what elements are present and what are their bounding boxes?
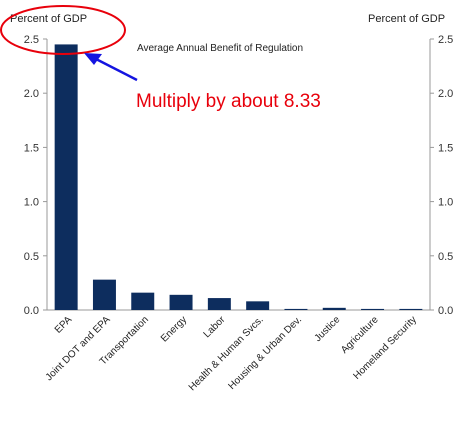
right-tick-label: 1.5 — [438, 142, 453, 154]
bar — [92, 279, 116, 310]
bar — [322, 307, 346, 310]
bar — [284, 308, 308, 310]
bar — [169, 294, 193, 310]
right-tick-label: 0.5 — [438, 251, 453, 263]
category-label: Energy — [159, 314, 189, 344]
right-tick-labels: 0.0 0.5 1.0 1.5 2.0 2.5 — [430, 34, 453, 317]
right-tick-label: 0.0 — [438, 305, 453, 317]
right-tick-label: 2.0 — [438, 88, 453, 100]
left-tick-label: 1.5 — [24, 142, 39, 154]
left-tick-label: 2.5 — [24, 34, 39, 46]
category-label: EPA — [53, 314, 75, 336]
bar — [131, 292, 155, 310]
left-axis-title: Percent of GDP — [10, 13, 87, 25]
category-label: Health & Human Svcs. — [187, 314, 266, 393]
bar — [399, 308, 423, 310]
bar — [361, 308, 385, 310]
chart-title: Average Annual Benefit of Regulation — [137, 43, 303, 54]
left-tick-label: 1.0 — [24, 197, 39, 209]
right-tick-label: 1.0 — [438, 197, 453, 209]
bar — [246, 301, 270, 310]
left-tick-label: 0.0 — [24, 305, 39, 317]
category-label: Labor — [202, 314, 228, 340]
category-label: Joint DOT and EPA — [44, 314, 113, 383]
right-axis-title: Percent of GDP — [368, 13, 445, 25]
bars — [54, 44, 423, 311]
category-label: Housing & Urban Dev. — [226, 314, 304, 392]
right-tick-label: 2.5 — [438, 34, 453, 46]
left-tick-labels: 0.0 0.5 1.0 1.5 2.0 2.5 — [24, 34, 47, 317]
axes — [46, 39, 431, 311]
category-label: Justice — [313, 314, 343, 344]
bar — [207, 298, 231, 310]
bar — [54, 44, 78, 311]
annotation-text: Multiply by about 8.33 — [136, 91, 321, 112]
left-tick-label: 0.5 — [24, 251, 39, 263]
highlight-circle — [0, 5, 126, 55]
left-tick-label: 2.0 — [24, 88, 39, 100]
annotation-arrow — [84, 53, 138, 82]
